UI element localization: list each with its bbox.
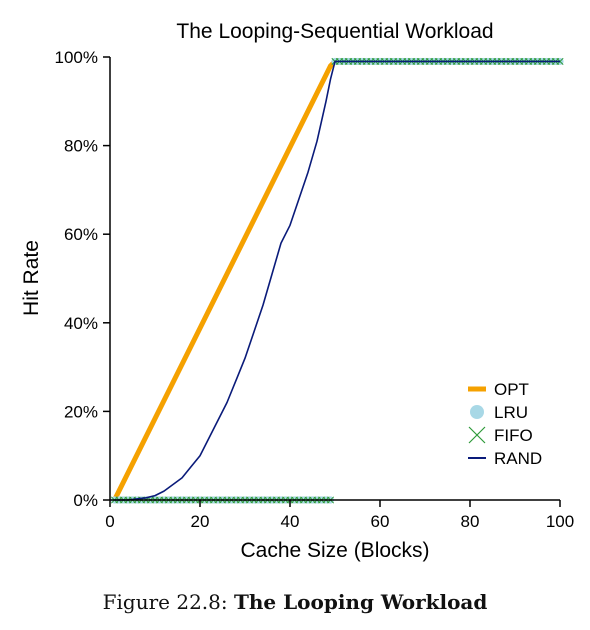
legend-label: RAND <box>494 449 542 468</box>
legend-swatch <box>470 405 484 419</box>
figure-caption: Figure 22.8: The Looping Workload <box>0 590 590 614</box>
y-tick-label: 80% <box>64 137 98 156</box>
x-tick-label: 100 <box>546 512 574 531</box>
x-tick-label: 60 <box>371 512 390 531</box>
legend-label: LRU <box>494 403 528 422</box>
legend: OPT LRU FIFO RAND <box>468 380 542 468</box>
y-axis-label: Hit Rate <box>20 240 43 316</box>
y-tick-label: 20% <box>64 402 98 421</box>
x-tick-label: 20 <box>191 512 210 531</box>
y-tick-label: 60% <box>64 225 98 244</box>
legend-item-lru: LRU <box>470 403 528 422</box>
legend-label: FIFO <box>494 426 533 445</box>
x-tick-label: 40 <box>281 512 300 531</box>
x-tick-label: 80 <box>461 512 480 531</box>
y-tick-label: 40% <box>64 314 98 333</box>
legend-item-rand: RAND <box>468 449 542 468</box>
x-axis-label: Cache Size (Blocks) <box>240 539 429 562</box>
y-ticks: 0% 20% 40% 60% 80% 100% <box>55 48 110 510</box>
x-tick-label: 0 <box>105 512 114 531</box>
legend-label: OPT <box>494 380 529 399</box>
legend-item-opt: OPT <box>468 380 529 399</box>
chart: The Looping-Sequential Workload 0 20 40 60 8… <box>20 20 574 562</box>
legend-item-fifo: FIFO <box>468 426 533 445</box>
y-tick-label: 100% <box>55 48 98 67</box>
x-ticks: 0 20 40 60 80 100 <box>105 500 574 531</box>
caption-prefix: Figure 22.8: <box>102 590 234 614</box>
caption-title: The Looping Workload <box>233 590 488 614</box>
chart-title: The Looping-Sequential Workload <box>176 20 493 43</box>
y-tick-label: 0% <box>73 491 98 510</box>
legend-swatch <box>468 426 486 444</box>
series-rand-line <box>114 60 560 501</box>
